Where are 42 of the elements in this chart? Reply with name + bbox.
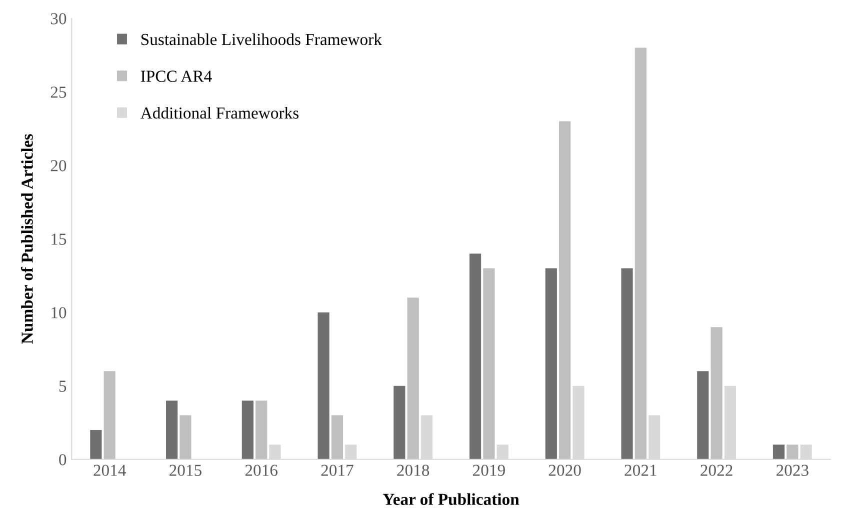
bar (545, 268, 557, 460)
bar (180, 415, 192, 460)
bar (697, 371, 709, 460)
bar (242, 400, 254, 460)
bar (786, 444, 798, 460)
bar (469, 254, 482, 460)
x-tick-label: 2017 (321, 464, 354, 476)
y-axis-title: Number of Published Articles (20, 134, 33, 344)
x-tick-label: 2023 (776, 464, 808, 476)
bar (104, 371, 116, 460)
bar (407, 298, 419, 460)
bar (559, 121, 571, 460)
x-axis-title: Year of Publication (382, 493, 520, 506)
bar (772, 444, 785, 460)
y-tick-label: 20 (50, 160, 66, 172)
x-tick-label: 2015 (170, 464, 202, 476)
bar (483, 268, 495, 460)
y-tick-label: 30 (50, 13, 66, 24)
x-tick-label: 2021 (624, 464, 656, 476)
y-tick-label: 5 (59, 380, 66, 392)
legend-label: IPCC AR4 (140, 70, 212, 82)
y-tick-label: 15 (52, 234, 66, 245)
bar (634, 48, 646, 460)
x-tick-label: 2022 (700, 464, 732, 476)
x-tick-label: 2014 (94, 464, 126, 476)
bar (710, 327, 722, 460)
bar (331, 415, 344, 460)
bar (166, 400, 178, 460)
x-tick-label: 2018 (397, 464, 430, 476)
bar (621, 268, 633, 460)
bar (256, 400, 268, 460)
y-tick-label: 0 (59, 454, 66, 466)
x-tick-label: 2020 (548, 464, 581, 476)
bar (90, 430, 102, 460)
x-tick-label: 2019 (473, 464, 505, 476)
x-tick-label: 2016 (245, 464, 278, 476)
bar (318, 312, 330, 460)
bar (394, 386, 406, 460)
legend-label: Additional Frameworks (140, 106, 299, 119)
y-tick-label: 10 (52, 307, 66, 318)
legend-label: Sustainable Livelihoods Framework (141, 33, 382, 46)
y-tick-label: 25 (50, 86, 66, 98)
